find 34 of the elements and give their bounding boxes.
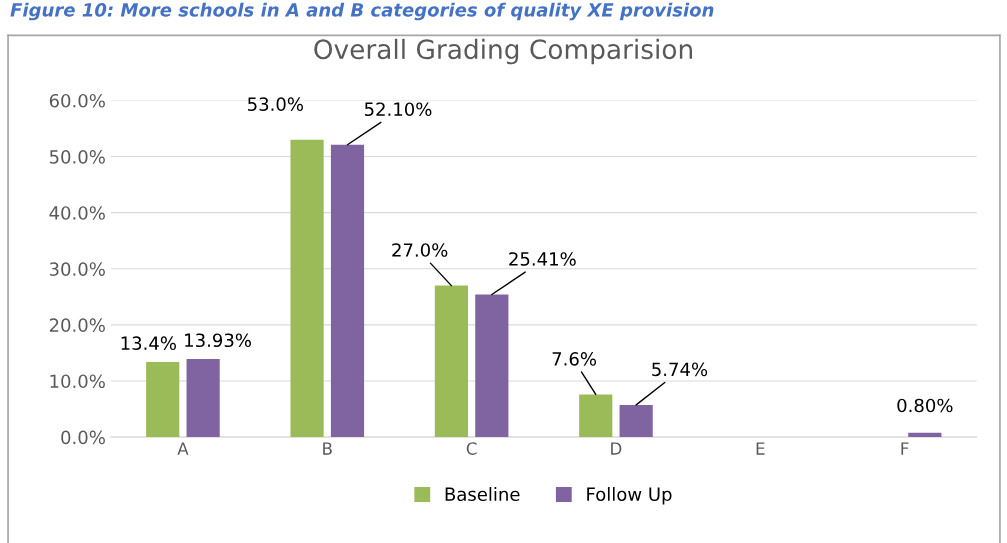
data-label: 13.93% (185, 333, 252, 348)
x-tick-label: D (611, 442, 622, 455)
data-label: 7.6% (552, 352, 597, 366)
y-tick-label: 0.0% (61, 430, 105, 445)
x-tick-label: C (466, 442, 477, 455)
data-label: 13.4% (121, 336, 176, 351)
data-label: 0.80% (897, 398, 953, 413)
caption: Figure 10: More schools in A and B categories of quality XE provision (10, 2, 714, 21)
legend-label: Baseline (445, 487, 520, 502)
legend-label: Follow Up (587, 487, 672, 505)
x-tick-label: A (177, 442, 189, 455)
chart-title: Overall Grading Comparision (314, 38, 692, 65)
data-label: 27.0% (392, 243, 448, 257)
data-label: 5.74% (652, 362, 708, 377)
bar (186, 358, 220, 438)
y-tick-label: 10.0% (50, 374, 105, 389)
bar (146, 361, 180, 438)
y-tick-label: 50.0% (49, 150, 105, 164)
bar (619, 404, 653, 438)
data-label: 52.10% (364, 102, 432, 117)
bar (579, 394, 613, 438)
bar (290, 139, 324, 438)
data-label: 53.0% (248, 97, 303, 111)
bar (434, 285, 468, 438)
y-tick-label: 30.0% (49, 262, 105, 276)
data-label: 25.41% (509, 252, 576, 266)
x-tick-label: F (901, 442, 909, 455)
y-tick-label: 60.0% (49, 93, 105, 108)
x-tick-label: E (756, 442, 765, 455)
y-tick-label: 40.0% (49, 206, 105, 220)
bar (475, 294, 509, 438)
y-tick-label: 20.0% (49, 318, 105, 333)
x-tick-label: B (323, 442, 332, 455)
bar (330, 144, 365, 438)
